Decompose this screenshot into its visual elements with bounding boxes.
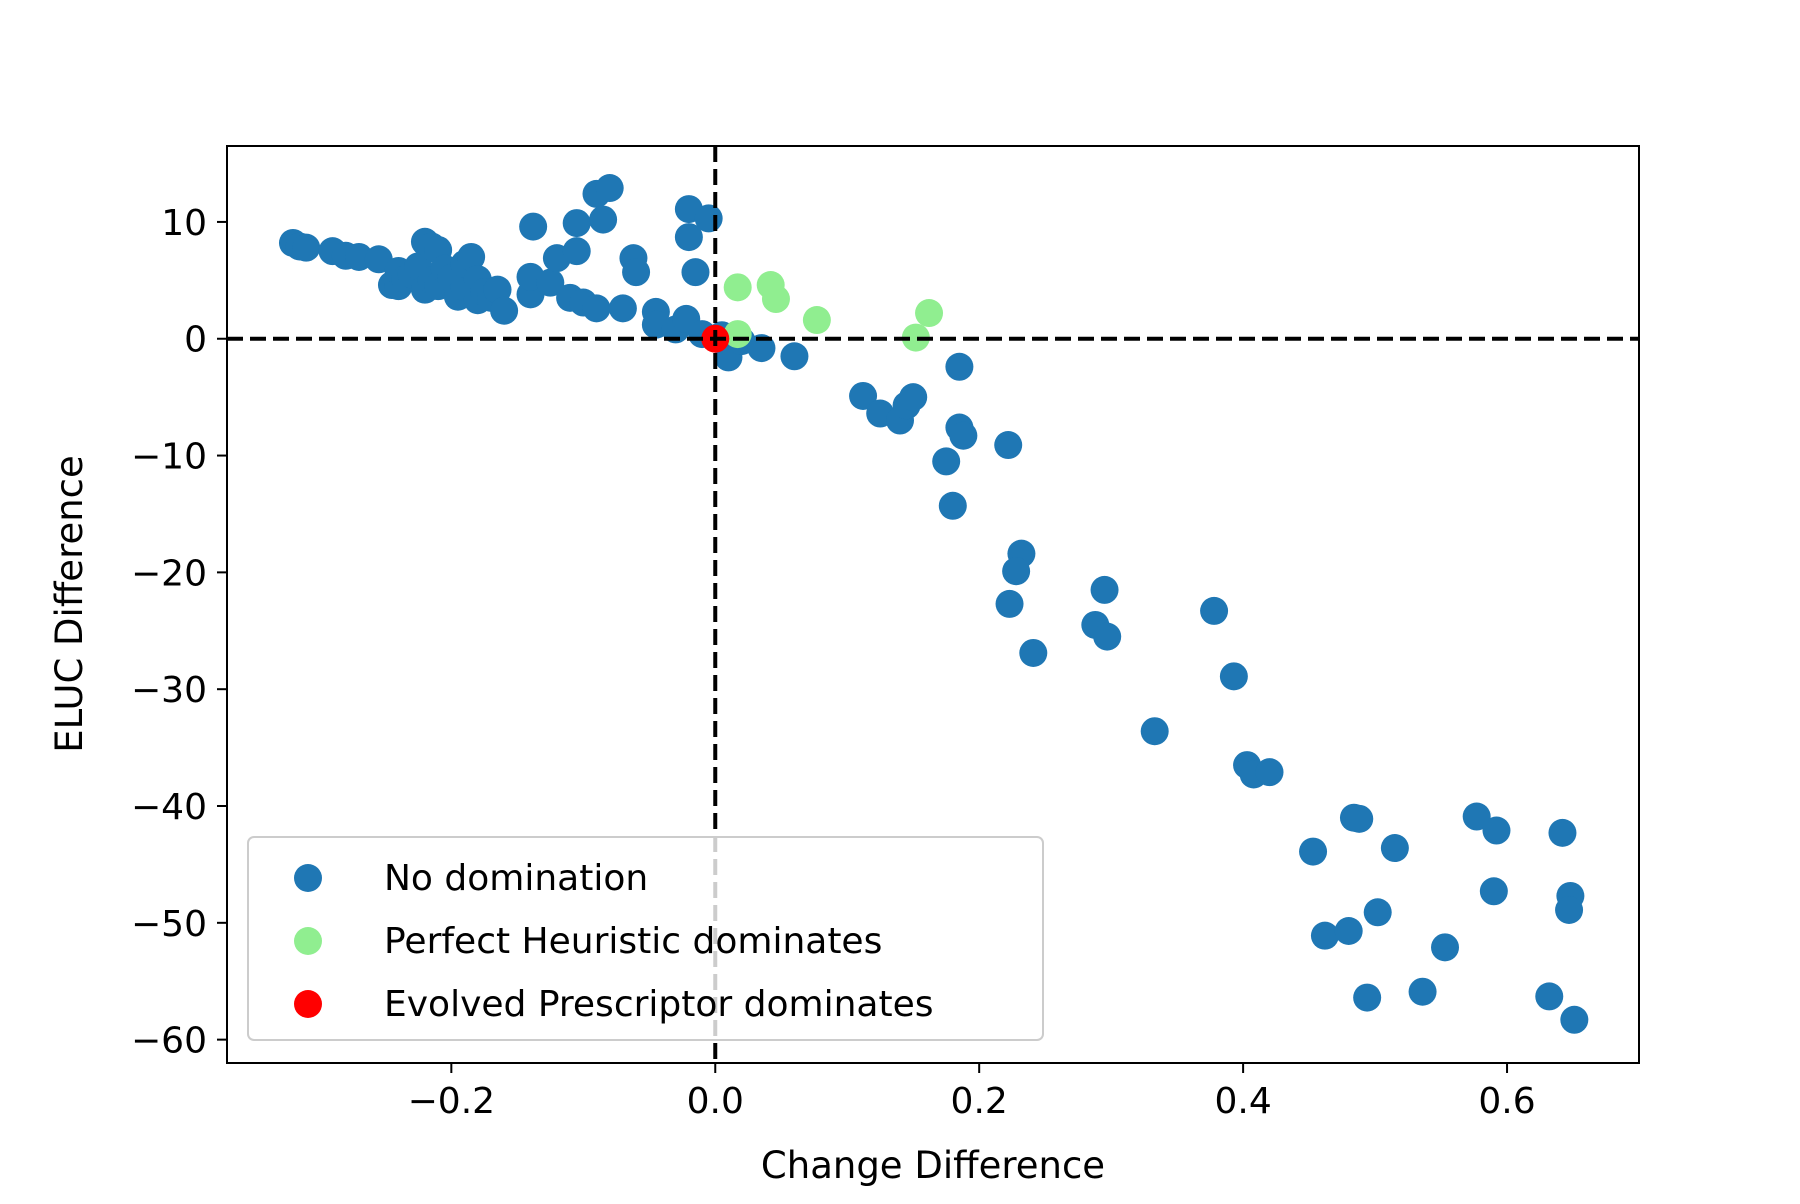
point-no-domination xyxy=(674,223,703,252)
x-tick-label: −0.2 xyxy=(408,1081,495,1122)
axis-layer: −0.2 0.0 0.2 0.4 0.6 10 0 −10 −20 −30 −40 −50 −60 xyxy=(131,203,1536,1122)
legend-marker-no-domination xyxy=(294,864,322,892)
y-tick-label: −40 xyxy=(131,787,207,828)
point-no-domination xyxy=(1310,921,1339,950)
point-no-domination xyxy=(1482,816,1511,845)
point-no-domination xyxy=(483,275,512,304)
point-perfect-heuristic xyxy=(915,299,944,328)
point-no-domination xyxy=(536,268,565,297)
point-perfect-heuristic xyxy=(723,273,752,302)
point-no-domination xyxy=(694,204,723,233)
point-no-domination xyxy=(1255,758,1284,787)
point-no-domination xyxy=(589,205,618,234)
point-no-domination xyxy=(292,233,321,262)
x-tick-label: 0.0 xyxy=(687,1081,744,1122)
point-no-domination xyxy=(1535,982,1564,1011)
point-perfect-heuristic xyxy=(901,323,930,352)
y-tick-label: 10 xyxy=(161,203,207,244)
x-tick-label: 0.2 xyxy=(951,1081,1008,1122)
y-tick-label: −20 xyxy=(131,553,207,594)
point-no-domination xyxy=(1560,1005,1589,1034)
legend-marker-evolved-prescriptor xyxy=(294,990,322,1018)
plot-frame xyxy=(226,145,1640,1064)
point-no-domination xyxy=(622,258,651,287)
legend-marker-perfect-heuristic xyxy=(294,927,322,955)
point-no-domination xyxy=(1334,916,1363,945)
point-no-domination xyxy=(1019,638,1048,667)
point-no-domination xyxy=(1555,895,1584,924)
point-no-domination xyxy=(490,296,519,325)
point-no-domination xyxy=(747,334,776,363)
point-no-domination xyxy=(1090,575,1119,604)
x-tick-label: 0.4 xyxy=(1214,1081,1271,1122)
point-no-domination xyxy=(1363,898,1392,927)
point-no-domination xyxy=(1093,622,1122,651)
point-no-domination xyxy=(595,174,624,203)
y-tick-label: −50 xyxy=(131,904,207,945)
point-no-domination xyxy=(681,258,710,287)
point-no-domination xyxy=(1353,983,1382,1012)
y-axis-label: ELUC Difference xyxy=(48,455,91,753)
points-layer xyxy=(278,174,1589,1034)
legend-box xyxy=(247,836,1044,1041)
point-no-domination xyxy=(1345,804,1374,833)
point-no-domination xyxy=(519,212,548,241)
point-no-domination xyxy=(457,242,486,271)
point-no-domination xyxy=(994,431,1023,460)
point-no-domination xyxy=(1380,834,1409,863)
point-perfect-heuristic xyxy=(723,320,752,349)
y-tick-label: −10 xyxy=(131,437,207,478)
point-no-domination xyxy=(1462,802,1491,831)
point-no-domination xyxy=(1200,596,1229,625)
legend-label-no-domination: No domination xyxy=(384,858,648,899)
point-no-domination xyxy=(949,421,978,450)
point-no-domination xyxy=(938,491,967,520)
point-no-domination xyxy=(995,589,1024,618)
point-no-domination xyxy=(608,294,637,323)
point-no-domination xyxy=(1479,877,1508,906)
point-no-domination xyxy=(1219,662,1248,691)
point-perfect-heuristic xyxy=(802,306,831,335)
y-tick-label: −60 xyxy=(131,1021,207,1062)
legend: No domination Perfect Heuristic dominate… xyxy=(247,836,1044,1041)
y-tick-label: −30 xyxy=(131,670,207,711)
point-no-domination xyxy=(945,352,974,381)
x-tick-label: 0.6 xyxy=(1478,1081,1535,1122)
y-tick-label: 0 xyxy=(184,320,207,361)
point-no-domination xyxy=(1299,837,1328,866)
point-no-domination xyxy=(562,209,591,238)
point-no-domination xyxy=(849,381,878,410)
point-no-domination xyxy=(780,342,809,371)
x-axis-label: Change Difference xyxy=(761,1144,1105,1187)
point-no-domination xyxy=(1431,933,1460,962)
legend-label-perfect-heuristic: Perfect Heuristic dominates xyxy=(384,921,882,962)
point-perfect-heuristic xyxy=(761,285,790,314)
point-no-domination xyxy=(1140,717,1169,746)
point-no-domination xyxy=(582,294,611,323)
point-no-domination xyxy=(1408,977,1437,1006)
legend-label-evolved-prescriptor: Evolved Prescriptor dominates xyxy=(384,984,934,1025)
point-no-domination xyxy=(899,383,928,412)
point-no-domination xyxy=(932,447,961,476)
point-no-domination xyxy=(562,237,591,266)
point-no-domination xyxy=(1548,818,1577,847)
point-no-domination xyxy=(1002,557,1031,586)
